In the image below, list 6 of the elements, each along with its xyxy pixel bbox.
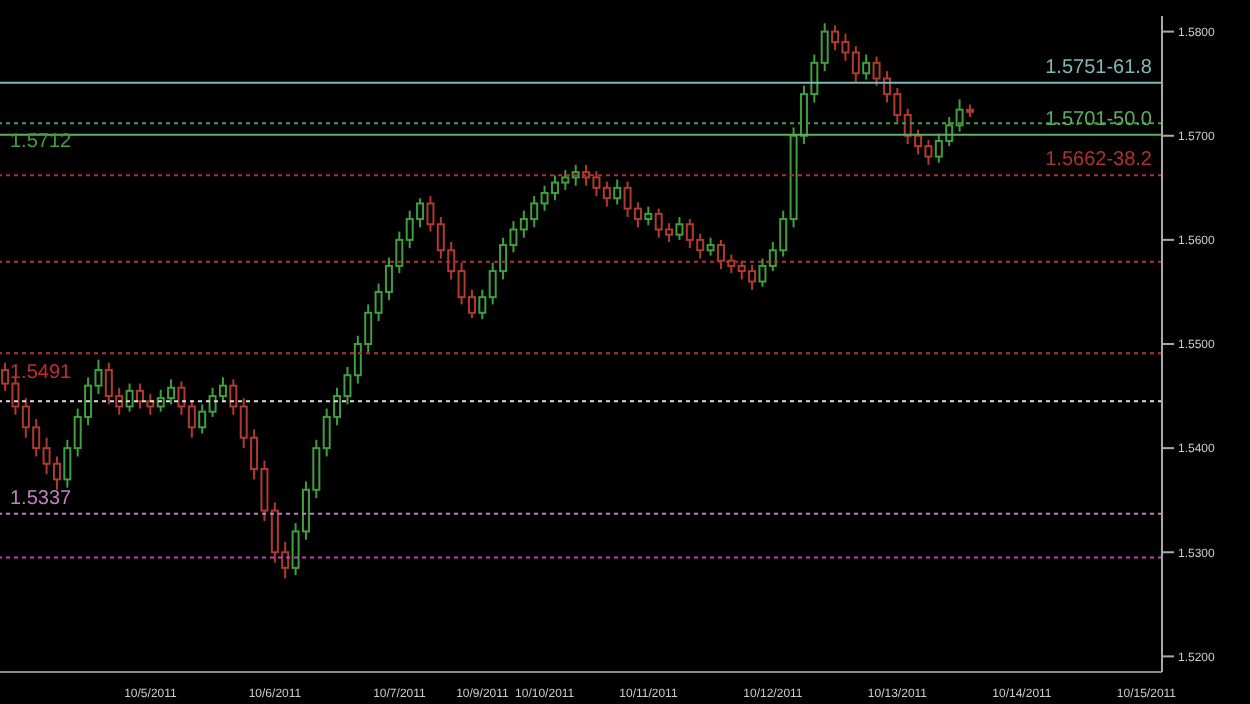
ref-line-label: 1.5701-50.0: [1045, 108, 1153, 131]
ref-line-label: 1.5662-38.2: [1045, 149, 1153, 172]
ref-line-label: 1.5751-61.8: [1045, 56, 1153, 79]
ref-line-label: 1.5337: [10, 487, 73, 510]
ref-line-label: 1.5491: [10, 361, 73, 384]
ref-line-label: 1.5712: [10, 131, 73, 154]
